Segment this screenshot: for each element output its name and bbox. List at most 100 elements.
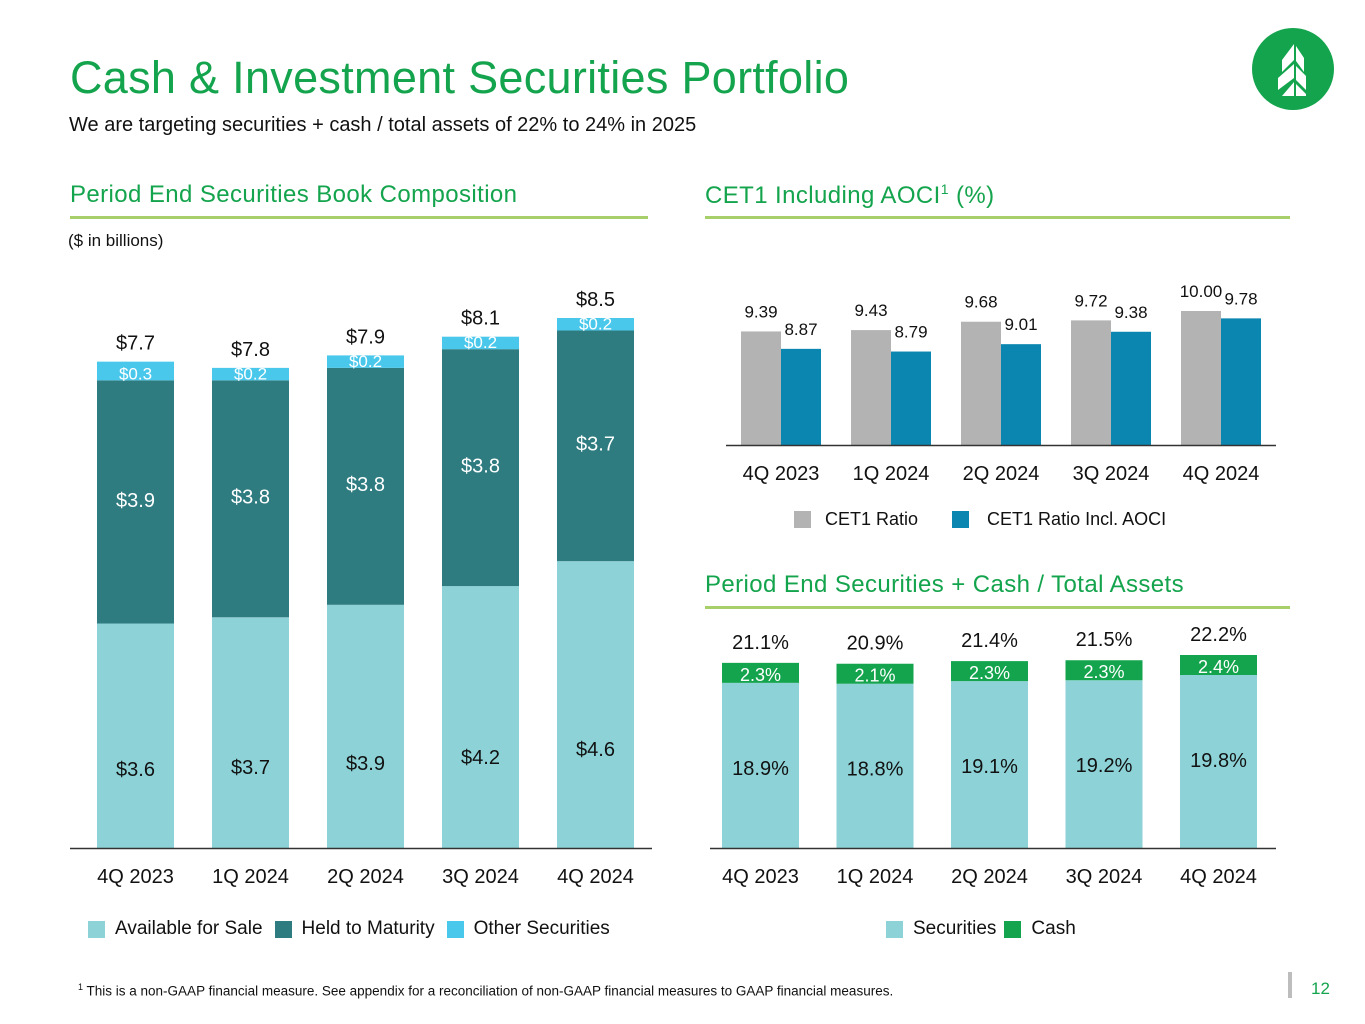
bar-segment-held-to-maturity bbox=[212, 380, 289, 618]
data-label: $0.2 bbox=[464, 333, 497, 352]
bar-segment-available-for-sale bbox=[557, 561, 634, 848]
bar-segment-held-to-maturity bbox=[327, 367, 404, 605]
data-label: 8.79 bbox=[894, 323, 927, 342]
x-tick-label: 4Q 2023 bbox=[743, 463, 820, 485]
x-tick-label: 3Q 2024 bbox=[442, 866, 519, 888]
data-label: $3.8 bbox=[461, 455, 500, 477]
footnote-marker: 1 bbox=[78, 982, 84, 992]
x-tick-label: 1Q 2024 bbox=[212, 866, 289, 888]
page-title: Cash & Investment Securities Portfolio bbox=[70, 52, 850, 103]
bar-segment-other-securities bbox=[327, 355, 404, 368]
bar-segment-available-for-sale bbox=[97, 623, 174, 848]
bar-segment-securities bbox=[836, 683, 914, 848]
total-label: 20.9% bbox=[847, 633, 904, 655]
x-tick-label: 2Q 2024 bbox=[963, 463, 1040, 485]
x-tick-label: 4Q 2024 bbox=[1180, 866, 1257, 888]
data-label: 9.38 bbox=[1114, 303, 1147, 322]
data-label: 2.3% bbox=[740, 665, 781, 685]
legend-item-cash: Cash bbox=[1004, 918, 1076, 940]
legend-item-htm: Held to Maturity bbox=[274, 918, 435, 940]
legend-label: Cash bbox=[1031, 918, 1076, 939]
ratio-section-title: Period End Securities + Cash / Total Ass… bbox=[705, 571, 1185, 598]
total-label: $7.8 bbox=[231, 339, 270, 361]
bar-cet1-ratio-incl-aoci bbox=[1001, 344, 1041, 445]
data-label: $3.6 bbox=[116, 759, 155, 781]
bar-cet1-ratio-incl-aoci bbox=[1111, 331, 1151, 445]
ratio-legend: Securities Cash bbox=[886, 918, 1088, 940]
cet1-chart: 9.39 8.87 4Q 2023 9.43 8.79 1Q 2024 9.68 9.01 2Q… bbox=[726, 282, 1276, 485]
legend-item-afs: Available for Sale bbox=[88, 918, 263, 940]
data-label: 9.43 bbox=[854, 301, 887, 320]
bar-cet1-ratio-incl-aoci bbox=[891, 351, 931, 445]
data-label: $0.2 bbox=[234, 364, 267, 383]
page-number: 12 bbox=[1311, 979, 1330, 998]
data-label: 19.2% bbox=[1076, 755, 1133, 777]
x-tick-label: 1Q 2024 bbox=[837, 866, 914, 888]
bar-segment-cash bbox=[722, 662, 799, 683]
bar-segment-cash bbox=[1180, 655, 1257, 675]
page-subtitle: We are targeting securities + cash / tot… bbox=[69, 114, 697, 136]
data-label: 9.78 bbox=[1224, 289, 1257, 308]
data-label: $3.7 bbox=[576, 433, 615, 455]
bar-cet1-ratio bbox=[961, 321, 1001, 445]
legend-label: Available for Sale bbox=[115, 918, 263, 939]
legend-swatch bbox=[446, 920, 464, 938]
bar-cet1-ratio bbox=[1181, 311, 1221, 445]
data-label: 18.9% bbox=[732, 758, 789, 780]
legend-item-securities: Securities bbox=[886, 918, 996, 940]
securities-book-chart: $3.6 $3.9 $0.3 $7.7 4Q 2023 $3.7 $3.8 $0.2 $7.8 1… bbox=[70, 289, 652, 888]
footnote-text: This is a non-GAAP financial measure. Se… bbox=[83, 983, 894, 999]
tree-logo-icon bbox=[1252, 28, 1334, 110]
data-label: $0.2 bbox=[349, 352, 382, 371]
data-label: 2.3% bbox=[969, 663, 1010, 683]
data-label: 8.87 bbox=[784, 320, 817, 339]
legend-swatch bbox=[274, 920, 292, 938]
legend-label: Securities bbox=[913, 918, 997, 939]
bar-segment-cash bbox=[836, 663, 914, 684]
x-tick-label: 4Q 2023 bbox=[722, 866, 799, 888]
data-label: $0.2 bbox=[579, 314, 612, 333]
x-tick-label: 2Q 2024 bbox=[951, 866, 1028, 888]
x-tick-label: 4Q 2024 bbox=[1183, 463, 1260, 485]
bar-segment-securities bbox=[951, 681, 1028, 848]
x-tick-label: 4Q 2024 bbox=[557, 866, 634, 888]
data-label: 10.00 bbox=[1180, 282, 1223, 301]
data-label: 9.39 bbox=[744, 302, 777, 321]
legend-item-other: Other Securities bbox=[446, 918, 610, 940]
data-label: $3.9 bbox=[116, 490, 155, 512]
cet1-title-text: CET1 Including AOCI bbox=[705, 182, 941, 209]
legend-item-cet1: CET1 Ratio bbox=[794, 509, 918, 530]
data-label: $3.7 bbox=[231, 757, 270, 779]
total-label: 21.5% bbox=[1076, 629, 1133, 651]
data-label: 19.8% bbox=[1190, 750, 1247, 772]
bar-segment-other-securities bbox=[557, 318, 634, 331]
legend-label: Held to Maturity bbox=[301, 918, 435, 939]
bar-segment-cash bbox=[1065, 660, 1143, 681]
bar-segment-other-securities bbox=[97, 361, 174, 381]
total-label: $8.1 bbox=[461, 308, 500, 330]
data-label: 19.1% bbox=[961, 756, 1018, 778]
x-tick-label: 2Q 2024 bbox=[327, 866, 404, 888]
bar-segment-other-securities bbox=[212, 367, 289, 381]
data-label: 9.01 bbox=[1004, 315, 1037, 334]
section-divider bbox=[70, 216, 648, 219]
legend-swatch bbox=[886, 920, 903, 938]
total-label: 21.1% bbox=[732, 632, 789, 654]
data-label: 9.72 bbox=[1074, 291, 1107, 310]
units-label: ($ in billions) bbox=[68, 231, 164, 250]
cet1-legend: CET1 Ratio CET1 Ratio Incl. AOCI bbox=[794, 509, 1178, 530]
bar-segment-other-securities bbox=[442, 336, 519, 350]
bar-segment-held-to-maturity bbox=[97, 380, 174, 624]
total-label: $7.9 bbox=[346, 326, 385, 348]
bar-segment-available-for-sale bbox=[212, 617, 289, 848]
x-tick-label: 3Q 2024 bbox=[1073, 463, 1150, 485]
legend-swatch bbox=[88, 920, 105, 938]
bar-segment-cash bbox=[951, 661, 1028, 682]
data-label: $3.8 bbox=[346, 474, 385, 496]
total-label: 21.4% bbox=[961, 630, 1018, 652]
legend-label: Other Securities bbox=[473, 918, 610, 939]
legend-label: CET1 Ratio bbox=[825, 509, 919, 529]
bar-cet1-ratio bbox=[851, 330, 891, 445]
data-label: 18.8% bbox=[847, 759, 904, 781]
data-label: 9.68 bbox=[964, 293, 997, 312]
